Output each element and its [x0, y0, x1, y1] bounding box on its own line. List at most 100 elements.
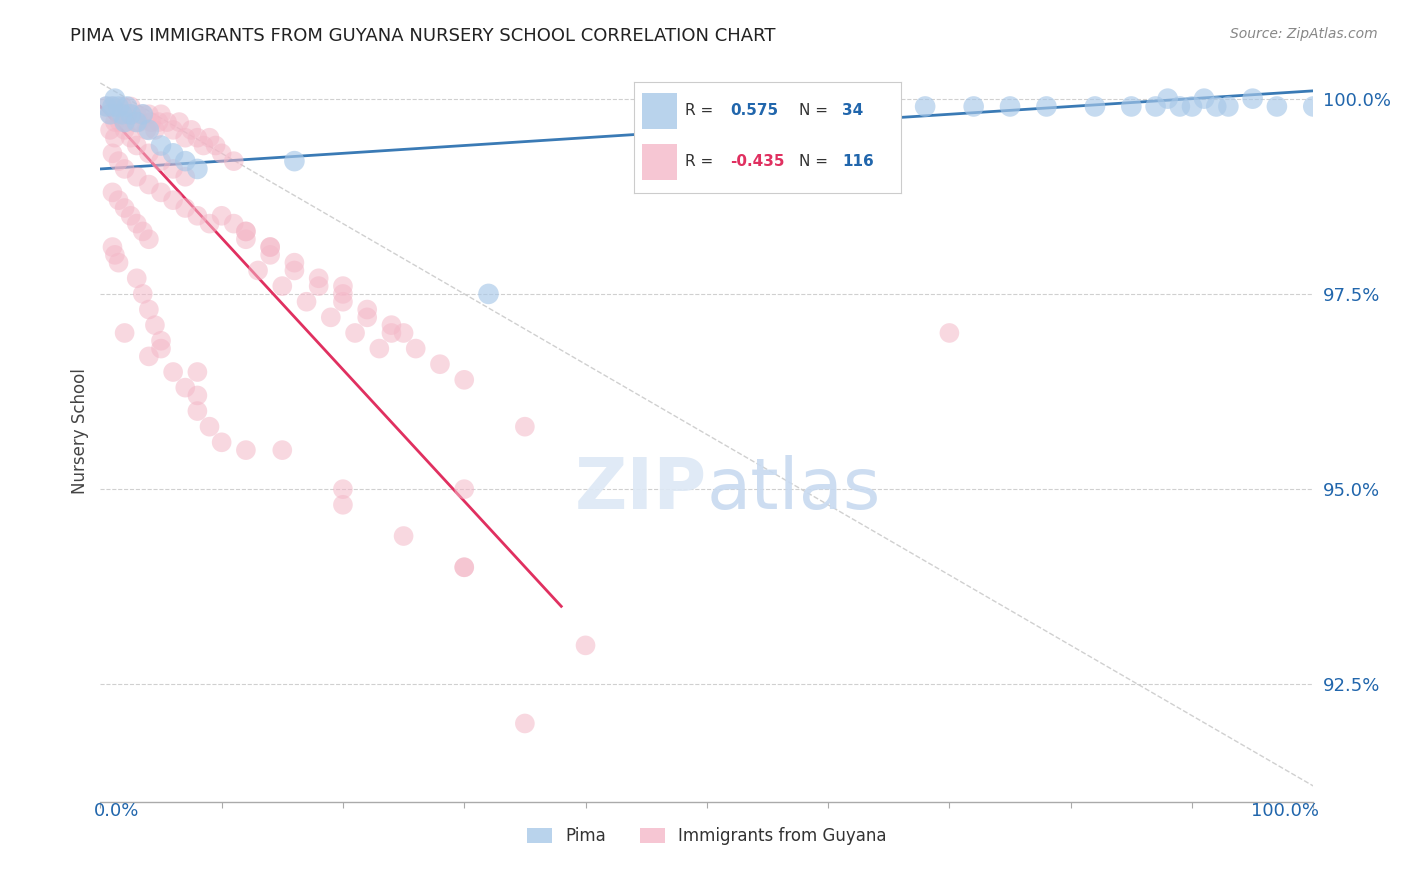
Point [138, 232, 160, 246]
Point [477, 286, 499, 301]
Point [174, 201, 197, 215]
Point [186, 404, 208, 418]
Point [332, 294, 354, 309]
Point [513, 716, 536, 731]
Point [1265, 99, 1288, 113]
Point [101, 99, 124, 113]
Point [115, 107, 138, 121]
Point [101, 186, 124, 200]
Point [96, 99, 118, 113]
Point [120, 107, 142, 121]
Point [332, 279, 354, 293]
Point [235, 232, 257, 246]
Point [283, 255, 305, 269]
Point [963, 99, 986, 113]
Point [114, 201, 136, 215]
Point [143, 123, 166, 137]
Point [120, 209, 142, 223]
Point [174, 154, 197, 169]
Point [162, 161, 184, 176]
Point [392, 529, 415, 543]
Point [193, 138, 215, 153]
Point [235, 224, 257, 238]
Point [125, 217, 148, 231]
Point [186, 365, 208, 379]
Point [186, 209, 208, 223]
Point [332, 286, 354, 301]
Point [453, 373, 475, 387]
Point [211, 435, 233, 450]
Point [104, 92, 127, 106]
Point [356, 302, 378, 317]
Point [120, 99, 142, 113]
Point [235, 443, 257, 458]
Point [132, 107, 155, 121]
Point [114, 326, 136, 340]
Point [107, 255, 129, 269]
Point [283, 154, 305, 169]
Point [998, 99, 1021, 113]
Point [104, 248, 127, 262]
Point [174, 381, 197, 395]
Point [198, 217, 221, 231]
Text: PIMA VS IMMIGRANTS FROM GUYANA NURSERY SCHOOL CORRELATION CHART: PIMA VS IMMIGRANTS FROM GUYANA NURSERY S… [70, 27, 776, 45]
Point [344, 326, 367, 340]
Point [108, 115, 131, 129]
Point [453, 560, 475, 574]
Point [135, 123, 157, 137]
Point [1035, 99, 1057, 113]
Point [150, 107, 173, 121]
Point [235, 224, 257, 238]
Point [271, 279, 294, 293]
Point [150, 154, 173, 169]
Point [150, 138, 173, 153]
Point [138, 350, 160, 364]
Text: 100.0%: 100.0% [1251, 802, 1319, 820]
Point [174, 169, 197, 184]
Point [914, 99, 936, 113]
Point [107, 99, 129, 113]
Point [111, 107, 134, 121]
Point [180, 123, 202, 137]
Point [513, 419, 536, 434]
Point [247, 263, 270, 277]
Point [308, 279, 330, 293]
Point [1205, 99, 1227, 113]
Y-axis label: Nursery School: Nursery School [72, 368, 89, 493]
Point [138, 107, 160, 121]
Point [211, 209, 233, 223]
Point [1121, 99, 1143, 113]
Point [143, 318, 166, 333]
Point [380, 326, 402, 340]
Point [259, 240, 281, 254]
Point [114, 115, 136, 129]
Point [98, 107, 121, 121]
Point [392, 326, 415, 340]
Point [107, 107, 129, 121]
Text: atlas: atlas [707, 456, 882, 524]
Point [138, 302, 160, 317]
Point [125, 138, 148, 153]
Point [124, 115, 146, 129]
Point [125, 115, 148, 129]
Point [332, 498, 354, 512]
Point [101, 240, 124, 254]
Point [211, 146, 233, 161]
Point [405, 342, 427, 356]
Point [150, 334, 173, 348]
Point [150, 186, 173, 200]
Point [128, 115, 150, 129]
Point [198, 419, 221, 434]
Point [186, 388, 208, 402]
Point [141, 115, 163, 129]
Point [132, 107, 155, 121]
Point [1157, 92, 1180, 106]
Point [271, 443, 294, 458]
Point [98, 107, 121, 121]
Point [283, 263, 305, 277]
Point [101, 146, 124, 161]
Point [259, 240, 281, 254]
Point [186, 161, 208, 176]
Point [222, 217, 245, 231]
Point [319, 310, 342, 325]
